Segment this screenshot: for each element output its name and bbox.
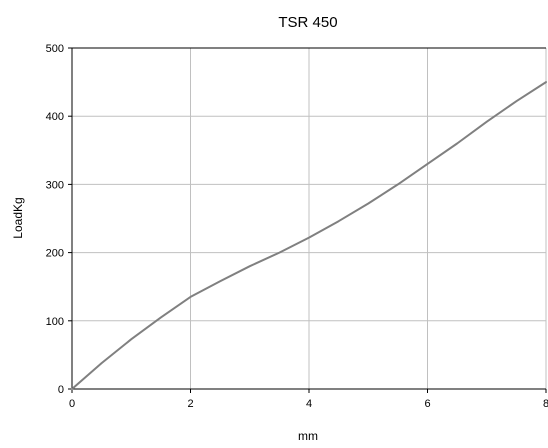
series-line-0 xyxy=(71,81,547,390)
x-tick-label-4: 4 xyxy=(306,398,312,410)
y-tick-label-500: 500 xyxy=(46,43,64,55)
x-axis-label: mm xyxy=(298,429,318,443)
grid xyxy=(72,47,547,389)
x-tick-label-8: 8 xyxy=(543,398,548,410)
y-tick-label-400: 400 xyxy=(46,111,64,123)
x-tick-label-6: 6 xyxy=(424,398,430,410)
series xyxy=(71,81,547,390)
chart-title: TSR 450 xyxy=(278,14,337,31)
axes xyxy=(68,47,547,393)
x-tick-label-2: 2 xyxy=(187,398,193,410)
y-axis-label: LoadKg xyxy=(11,197,25,238)
y-tick-label-200: 200 xyxy=(46,248,64,260)
y-tick-label-0: 0 xyxy=(58,384,64,396)
y-tick-label-100: 100 xyxy=(46,316,64,328)
x-tick-label-0: 0 xyxy=(69,398,75,410)
tick-labels: 0 2 4 6 8 0 100 200 300 400 500 xyxy=(46,43,548,410)
y-tick-label-300: 300 xyxy=(46,179,64,191)
